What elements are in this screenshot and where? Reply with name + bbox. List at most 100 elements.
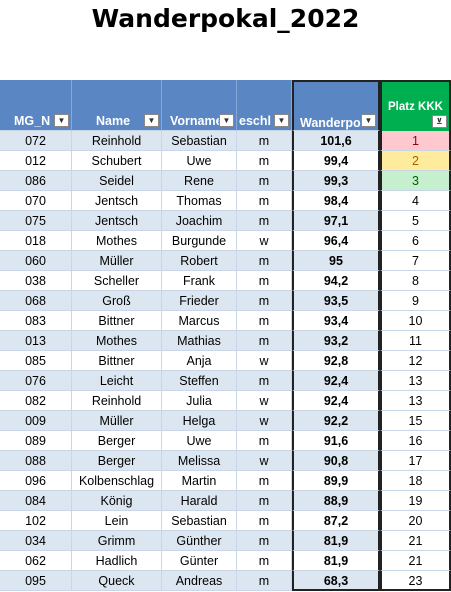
cell: 97,1 [292,211,380,231]
cell: 062 [0,551,72,571]
sheet-title: Wanderpokal_2022 [91,4,360,33]
cell: Mothes [72,231,162,251]
cell: w [237,391,292,411]
cell: m [237,211,292,231]
cell: 075 [0,211,72,231]
cell: 99,3 [292,171,380,191]
cell: 034 [0,531,72,551]
cell: König [72,491,162,511]
cell: 95 [292,251,380,271]
cell: Müller [72,411,162,431]
cell: 93,4 [292,311,380,331]
cell: Rene [162,171,237,191]
cell: 68,3 [292,571,380,591]
cell: 81,9 [292,551,380,571]
cell: m [237,431,292,451]
cell: 7 [380,251,451,271]
cell: 012 [0,151,72,171]
cell: m [237,491,292,511]
cell: Sebastian [162,511,237,531]
cell: 13 [380,391,451,411]
dropdown-button[interactable]: ▼ [361,114,376,127]
cell: 2 [380,151,451,171]
cell: Günter [162,551,237,571]
cell: Frieder [162,291,237,311]
cell: Kolbenschlag [72,471,162,491]
cell: Robert [162,251,237,271]
cell: 086 [0,171,72,191]
filter-button[interactable]: ⊻ [432,115,447,128]
cell: m [237,311,292,331]
column-header: MG_N ▼ [0,80,72,131]
cell: 085 [0,351,72,371]
cell: 13 [380,371,451,391]
cell: 93,5 [292,291,380,311]
cell: Reinhold [72,131,162,151]
cell: 084 [0,491,72,511]
cell: 038 [0,271,72,291]
cell: m [237,551,292,571]
column-header: Wanderpok ▼ [292,80,380,131]
cell: 91,6 [292,431,380,451]
cell: m [237,151,292,171]
cell: 89,9 [292,471,380,491]
cell: m [237,291,292,311]
cell: 009 [0,411,72,431]
cell: 88,9 [292,491,380,511]
cell: 013 [0,331,72,351]
cell: m [237,191,292,211]
cell: 10 [380,311,451,331]
cell: 072 [0,131,72,151]
cell: Günther [162,531,237,551]
cell: Bittner [72,351,162,371]
cell: Berger [72,431,162,451]
cell: 19 [380,491,451,511]
dropdown-button[interactable]: ▼ [144,114,159,127]
cell: 1 [380,131,451,151]
cell: 076 [0,371,72,391]
cell: m [237,571,292,591]
cell: Uwe [162,431,237,451]
cell: Burgunde [162,231,237,251]
cell: Andreas [162,571,237,591]
cell: Jentsch [72,211,162,231]
dropdown-button[interactable]: ▼ [54,114,69,127]
cell: 5 [380,211,451,231]
cell: Martin [162,471,237,491]
cell: 21 [380,531,451,551]
cell: m [237,131,292,151]
cell: w [237,451,292,471]
cell: 068 [0,291,72,311]
cell: 98,4 [292,191,380,211]
cell: 4 [380,191,451,211]
cell: Steffen [162,371,237,391]
cell: Queck [72,571,162,591]
cell: Müller [72,251,162,271]
cell: Reinhold [72,391,162,411]
cell: Berger [72,451,162,471]
cell: Groß [72,291,162,311]
cell: Sebastian [162,131,237,151]
cell: w [237,351,292,371]
cell: 3 [380,171,451,191]
cell: Schubert [72,151,162,171]
cell: Lein [72,511,162,531]
cell: 17 [380,451,451,471]
column-header: eschl ▼ [237,80,292,131]
cell: 8 [380,271,451,291]
dropdown-button[interactable]: ▼ [274,114,289,127]
cell: Uwe [162,151,237,171]
dropdown-button[interactable]: ▼ [219,114,234,127]
cell: Seidel [72,171,162,191]
cell: 088 [0,451,72,471]
cell: Scheller [72,271,162,291]
cell: Jentsch [72,191,162,211]
column-header: Vorname ▼ [162,80,237,131]
cell: 6 [380,231,451,251]
cell: Helga [162,411,237,431]
cell: 92,8 [292,351,380,371]
cell: Frank [162,271,237,291]
column-header: Platz KKK ⊻ [380,80,451,131]
cell: 81,9 [292,531,380,551]
